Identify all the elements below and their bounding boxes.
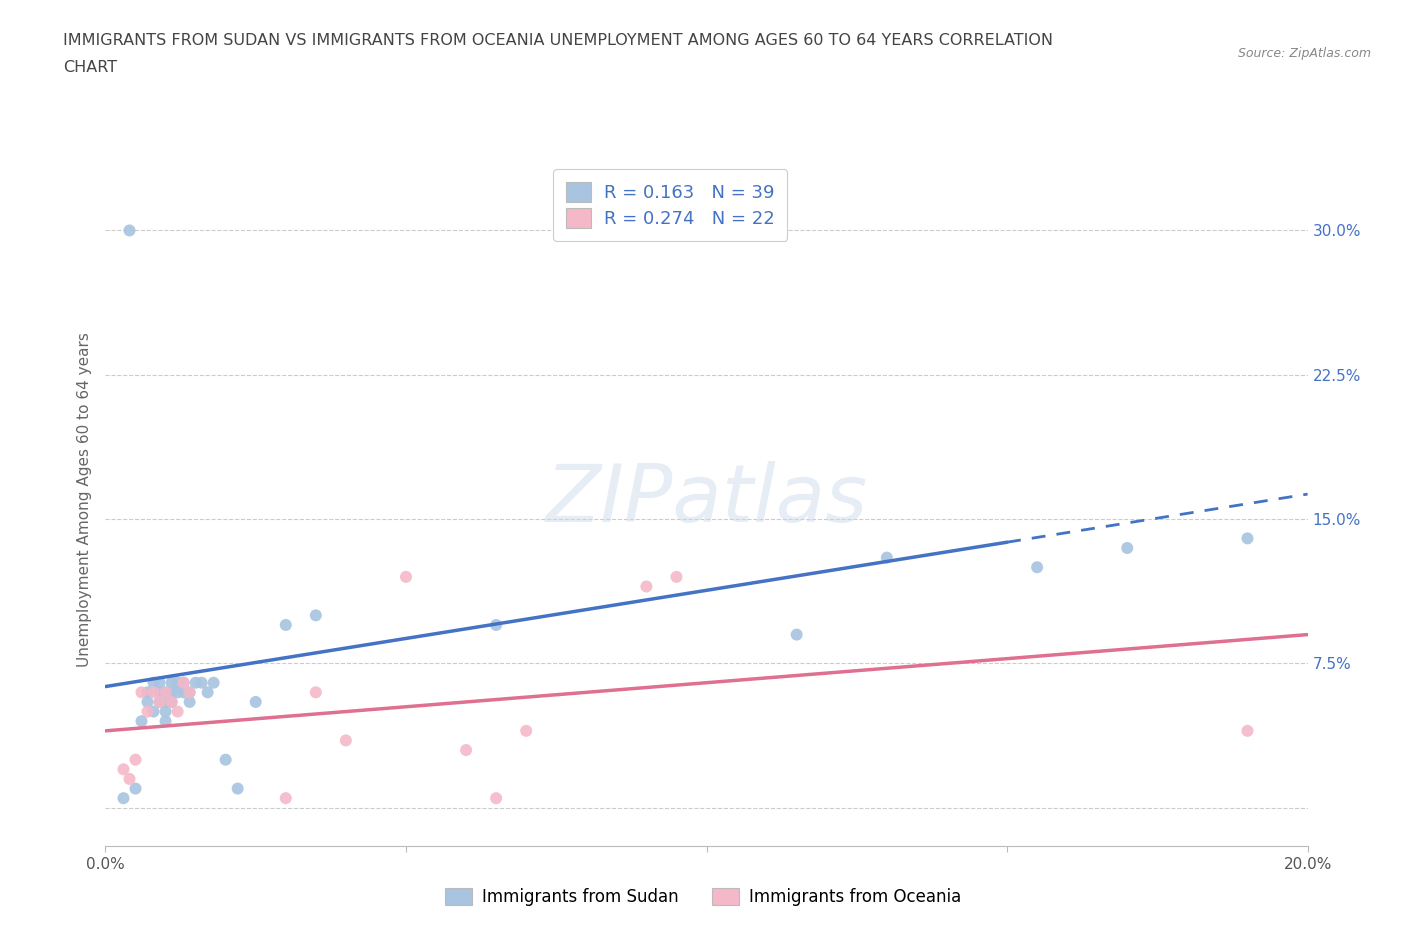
- Legend: R = 0.163   N = 39, R = 0.274   N = 22: R = 0.163 N = 39, R = 0.274 N = 22: [554, 169, 787, 241]
- Point: [131, 684, 153, 699]
- Point: [124, 781, 146, 796]
- Point: [665, 569, 688, 584]
- Point: [148, 695, 170, 710]
- Text: CHART: CHART: [63, 60, 117, 75]
- Point: [876, 551, 898, 565]
- Point: [160, 695, 183, 710]
- Point: [202, 675, 225, 690]
- Point: [118, 772, 141, 787]
- Point: [1236, 531, 1258, 546]
- Point: [160, 684, 183, 699]
- Point: [124, 752, 146, 767]
- Point: [166, 704, 188, 719]
- Point: [636, 579, 658, 594]
- Point: [142, 675, 165, 690]
- Point: [226, 781, 249, 796]
- Point: [190, 675, 212, 690]
- Point: [305, 684, 328, 699]
- Point: [214, 752, 236, 767]
- Text: IMMIGRANTS FROM SUDAN VS IMMIGRANTS FROM OCEANIA UNEMPLOYMENT AMONG AGES 60 TO 6: IMMIGRANTS FROM SUDAN VS IMMIGRANTS FROM…: [63, 33, 1053, 47]
- Point: [136, 704, 159, 719]
- Point: [155, 695, 177, 710]
- Point: [274, 790, 297, 805]
- Text: Source: ZipAtlas.com: Source: ZipAtlas.com: [1237, 46, 1371, 60]
- Point: [335, 733, 357, 748]
- Point: [155, 684, 177, 699]
- Point: [245, 695, 267, 710]
- Point: [148, 675, 170, 690]
- Y-axis label: Unemployment Among Ages 60 to 64 years: Unemployment Among Ages 60 to 64 years: [77, 332, 93, 668]
- Point: [485, 790, 508, 805]
- Point: [1236, 724, 1258, 738]
- Point: [142, 684, 165, 699]
- Point: [395, 569, 418, 584]
- Point: [136, 684, 159, 699]
- Point: [148, 684, 170, 699]
- Point: [155, 713, 177, 728]
- Point: [173, 675, 195, 690]
- Point: [179, 684, 201, 699]
- Point: [136, 695, 159, 710]
- Point: [179, 684, 201, 699]
- Point: [1026, 560, 1049, 575]
- Point: [112, 790, 135, 805]
- Point: [148, 695, 170, 710]
- Point: [173, 684, 195, 699]
- Legend: Immigrants from Sudan, Immigrants from Oceania: Immigrants from Sudan, Immigrants from O…: [439, 881, 967, 912]
- Point: [118, 223, 141, 238]
- Text: ZIPatlas: ZIPatlas: [546, 461, 868, 538]
- Point: [173, 675, 195, 690]
- Point: [166, 684, 188, 699]
- Point: [485, 618, 508, 632]
- Point: [160, 675, 183, 690]
- Point: [142, 704, 165, 719]
- Point: [179, 695, 201, 710]
- Point: [184, 675, 207, 690]
- Point: [160, 695, 183, 710]
- Point: [155, 684, 177, 699]
- Point: [197, 684, 219, 699]
- Point: [786, 627, 808, 642]
- Point: [305, 608, 328, 623]
- Point: [131, 713, 153, 728]
- Point: [454, 743, 477, 758]
- Point: [166, 675, 188, 690]
- Point: [1116, 540, 1139, 555]
- Point: [112, 762, 135, 777]
- Point: [515, 724, 537, 738]
- Point: [155, 704, 177, 719]
- Point: [274, 618, 297, 632]
